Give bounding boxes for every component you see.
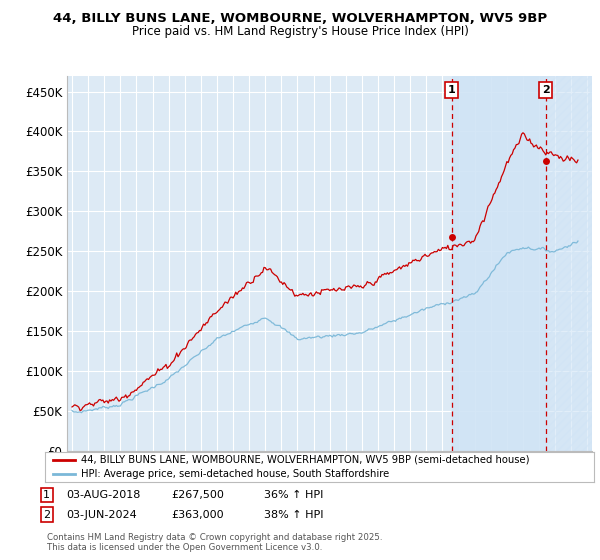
Text: £267,500: £267,500 <box>171 490 224 500</box>
Text: Price paid vs. HM Land Registry's House Price Index (HPI): Price paid vs. HM Land Registry's House … <box>131 25 469 38</box>
Bar <box>546 76 592 451</box>
Text: 1: 1 <box>43 490 50 500</box>
Text: 2: 2 <box>43 510 50 520</box>
Text: 44, BILLY BUNS LANE, WOMBOURNE, WOLVERHAMPTON, WV5 9BP: 44, BILLY BUNS LANE, WOMBOURNE, WOLVERHA… <box>53 12 547 25</box>
Text: 03-AUG-2018: 03-AUG-2018 <box>66 490 140 500</box>
Text: HPI: Average price, semi-detached house, South Staffordshire: HPI: Average price, semi-detached house,… <box>80 469 389 479</box>
Text: 44, BILLY BUNS LANE, WOMBOURNE, WOLVERHAMPTON, WV5 9BP (semi-detached house): 44, BILLY BUNS LANE, WOMBOURNE, WOLVERHA… <box>80 455 529 465</box>
Text: This data is licensed under the Open Government Licence v3.0.: This data is licensed under the Open Gov… <box>47 543 322 552</box>
Text: 2: 2 <box>542 85 550 95</box>
Text: Contains HM Land Registry data © Crown copyright and database right 2025.: Contains HM Land Registry data © Crown c… <box>47 533 382 542</box>
Bar <box>452 76 546 451</box>
Text: £363,000: £363,000 <box>171 510 224 520</box>
Text: 38% ↑ HPI: 38% ↑ HPI <box>264 510 323 520</box>
Text: 03-JUN-2024: 03-JUN-2024 <box>66 510 137 520</box>
Text: 36% ↑ HPI: 36% ↑ HPI <box>264 490 323 500</box>
Text: 1: 1 <box>448 85 455 95</box>
